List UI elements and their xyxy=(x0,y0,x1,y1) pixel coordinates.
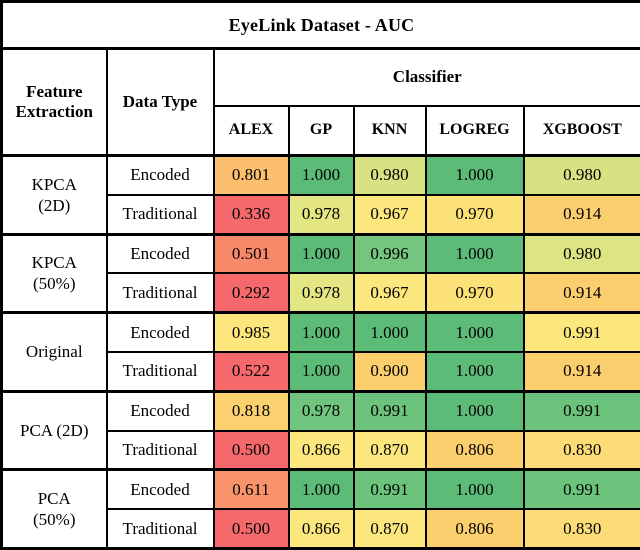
table-row: Traditional 0.292 0.978 0.967 0.970 0.914 xyxy=(2,272,640,314)
col-header-xgboost: XGBOOST xyxy=(522,104,640,157)
auc-value-cell: 1.000 xyxy=(424,350,525,393)
header-row: Feature Extraction Data Type Classifier xyxy=(0,47,640,157)
auc-value-cell: 0.866 xyxy=(287,508,355,550)
auc-value-cell: 0.801 xyxy=(212,153,290,196)
auc-value-cell: 0.522 xyxy=(212,350,290,393)
data-type-label: Traditional xyxy=(105,508,215,550)
auc-value-cell: 0.870 xyxy=(352,508,427,550)
feature-extraction-label: KPCA (50%) xyxy=(0,232,108,314)
feature-extraction-label: PCA (50%) xyxy=(0,468,108,550)
col-header-gp: GP xyxy=(287,104,355,157)
auc-value-cell: 0.914 xyxy=(522,193,640,236)
auc-value-cell: 0.830 xyxy=(522,508,640,550)
data-type-label: Encoded xyxy=(105,232,215,275)
feature-extraction-label: PCA (2D) xyxy=(0,389,108,471)
table-row: Traditional 0.500 0.866 0.870 0.806 0.830 xyxy=(2,508,640,550)
auc-value-cell: 0.611 xyxy=(212,468,290,511)
table-row: Traditional 0.522 1.000 0.900 1.000 0.914 xyxy=(2,350,640,393)
auc-value-cell: 0.991 xyxy=(352,468,427,511)
auc-value-cell: 1.000 xyxy=(287,350,355,393)
auc-value-cell: 0.866 xyxy=(287,429,355,471)
auc-value-cell: 0.978 xyxy=(287,272,355,314)
data-type-label: Encoded xyxy=(105,311,215,353)
table-title: EyeLink Dataset - AUC xyxy=(0,0,640,50)
auc-value-cell: 1.000 xyxy=(287,468,355,511)
auc-value-cell: 0.292 xyxy=(212,272,290,314)
auc-value-cell: 0.970 xyxy=(424,193,525,236)
table-body: KPCA (2D) Encoded 0.801 1.000 0.980 1.000 0.980… xyxy=(0,153,640,550)
auc-value-cell: 0.336 xyxy=(212,193,290,236)
col-header-logreg: LOGREG xyxy=(424,104,525,157)
auc-value-cell: 0.991 xyxy=(522,389,640,432)
auc-value-cell: 0.991 xyxy=(522,311,640,353)
table-row: Traditional 0.500 0.866 0.870 0.806 0.830 xyxy=(2,429,640,471)
auc-value-cell: 0.985 xyxy=(212,311,290,353)
auc-value-cell: 0.500 xyxy=(212,429,290,471)
table-row: Original Encoded 0.985 1.000 1.000 1.000 0.991 xyxy=(0,311,640,393)
auc-value-cell: 0.991 xyxy=(522,468,640,511)
feature-extraction-label: Original xyxy=(0,311,108,393)
title-row: EyeLink Dataset - AUC xyxy=(0,0,640,50)
auc-value-cell: 1.000 xyxy=(287,153,355,196)
auc-value-cell: 0.830 xyxy=(522,429,640,471)
table-row: KPCA (50%) Encoded 0.501 1.000 0.996 1.000 0.98… xyxy=(0,232,640,314)
auc-value-cell: 1.000 xyxy=(287,311,355,353)
table-row: PCA (2D) Encoded 0.818 0.978 0.991 1.000 0.991 xyxy=(0,389,640,471)
auc-value-cell: 0.991 xyxy=(352,389,427,432)
col-header-classifier: Classifier xyxy=(212,47,640,107)
auc-value-cell: 0.818 xyxy=(212,389,290,432)
data-type-label: Traditional xyxy=(105,272,215,314)
auc-value-cell: 0.806 xyxy=(424,429,525,471)
col-header-data-type: Data Type xyxy=(105,47,215,157)
auc-value-cell: 0.980 xyxy=(522,153,640,196)
auc-value-cell: 1.000 xyxy=(352,311,427,353)
auc-value-cell: 0.978 xyxy=(287,389,355,432)
data-type-label: Encoded xyxy=(105,389,215,432)
auc-value-cell: 1.000 xyxy=(287,232,355,275)
data-type-label: Encoded xyxy=(105,468,215,511)
auc-value-cell: 0.970 xyxy=(424,272,525,314)
auc-value-cell: 1.000 xyxy=(424,389,525,432)
auc-value-cell: 0.978 xyxy=(287,193,355,236)
auc-value-cell: 0.501 xyxy=(212,232,290,275)
auc-value-cell: 1.000 xyxy=(424,232,525,275)
data-type-label: Traditional xyxy=(105,429,215,471)
auc-value-cell: 0.500 xyxy=(212,508,290,550)
auc-value-cell: 0.996 xyxy=(352,232,427,275)
classifier-name-row: ALEX GP KNN LOGREG XGBOOST xyxy=(2,104,640,157)
auc-value-cell: 1.000 xyxy=(424,311,525,353)
auc-value-cell: 0.900 xyxy=(352,350,427,393)
auc-value-cell: 0.870 xyxy=(352,429,427,471)
col-header-alex: ALEX xyxy=(212,104,290,157)
col-header-feature-extraction: Feature Extraction xyxy=(0,47,108,157)
auc-value-cell: 0.914 xyxy=(522,272,640,314)
auc-value-cell: 0.980 xyxy=(522,232,640,275)
auc-value-cell: 0.914 xyxy=(522,350,640,393)
table-row: Traditional 0.336 0.978 0.967 0.970 0.914 xyxy=(2,193,640,236)
auc-value-cell: 0.806 xyxy=(424,508,525,550)
data-type-label: Traditional xyxy=(105,193,215,236)
data-type-label: Encoded xyxy=(105,153,215,196)
feature-extraction-label: KPCA (2D) xyxy=(0,154,108,236)
col-header-knn: KNN xyxy=(352,104,427,157)
auc-value-cell: 1.000 xyxy=(424,468,525,511)
table-row: PCA (50%) Encoded 0.611 1.000 0.991 1.000 0.991 xyxy=(0,468,640,550)
auc-value-cell: 0.967 xyxy=(352,272,427,314)
table-row: KPCA (2D) Encoded 0.801 1.000 0.980 1.000 0.980 xyxy=(0,153,640,236)
data-type-label: Traditional xyxy=(105,350,215,393)
auc-value-cell: 0.980 xyxy=(352,153,427,196)
auc-value-cell: 1.000 xyxy=(424,153,525,196)
auc-value-cell: 0.967 xyxy=(352,193,427,236)
